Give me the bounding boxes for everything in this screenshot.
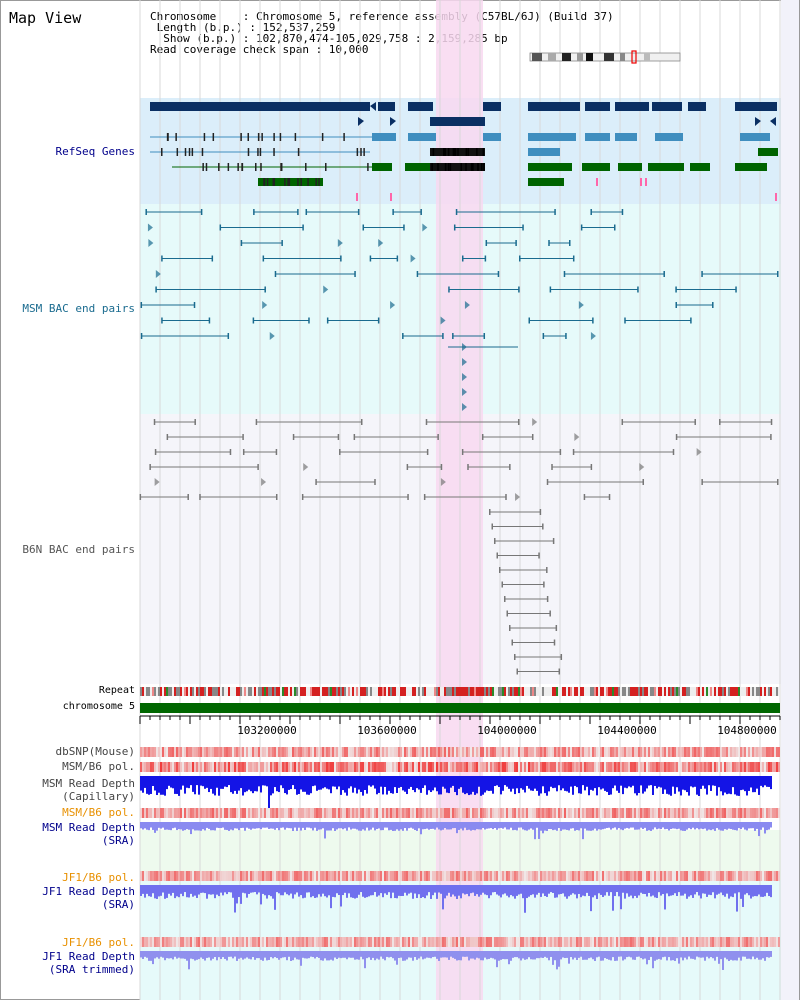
label-msm-pol-1: MSM/B6 pol. xyxy=(62,760,135,773)
axis-tick-label: 104400000 xyxy=(597,724,657,737)
coverage-line: Read coverage check span : 10,000 xyxy=(150,43,369,56)
axis-tick-label: 104000000 xyxy=(477,724,537,737)
label-msm-bac: MSM BAC end pairs xyxy=(22,302,135,315)
b6n-bac-end-pairs[interactable] xyxy=(139,418,779,675)
jf1-depth-sra-track[interactable] xyxy=(140,885,772,913)
label-jf1-depth-sra-1: JF1 Read Depth xyxy=(42,885,135,898)
jf1-pol-heat-track-2[interactable] xyxy=(140,937,780,947)
jf1-depth-trimmed-track[interactable] xyxy=(140,951,772,970)
jf1-pol-heat-track-1[interactable] xyxy=(140,871,780,881)
label-msm-depth-sra-2: (SRA) xyxy=(101,834,135,847)
label-msm-depth-cap-1: MSM Read Depth xyxy=(42,777,135,790)
msm-depth-capillary-track[interactable] xyxy=(140,776,772,814)
label-jf1-depth-sra-2: (SRA) xyxy=(101,898,135,911)
label-jf1-depth-trim-2: (SRA trimmed) xyxy=(48,963,135,976)
axis-tick-label: 104800000 xyxy=(717,724,777,737)
right-margin-strip xyxy=(781,0,799,1000)
label-msm-depth-cap-2: (Capillary) xyxy=(62,790,135,803)
axis-tick-label: 103200000 xyxy=(237,724,297,737)
label-jf1-depth-trim-1: JF1 Read Depth xyxy=(42,950,135,963)
label-refseq-genes: RefSeq Genes xyxy=(55,145,135,158)
repeat-track[interactable] xyxy=(140,687,780,696)
msm-bac-end-pairs[interactable] xyxy=(140,209,779,411)
label-repeat: Repeat xyxy=(98,685,135,696)
map-view-title: Map View xyxy=(9,9,82,27)
chromosome-ideogram[interactable] xyxy=(529,50,681,64)
label-chromosome: chromosome 5 xyxy=(62,701,135,712)
label-jf1-pol-2: JF1/B6 pol. xyxy=(62,936,135,949)
label-jf1-pol-1: JF1/B6 pol. xyxy=(62,871,135,884)
gene-exon-ticks xyxy=(161,133,485,186)
dbsnp-heat-track[interactable] xyxy=(140,747,780,757)
msm-pol-heat-track-1[interactable] xyxy=(140,762,780,772)
label-dbsnp: dbSNP(Mouse) xyxy=(55,745,135,758)
axis-tick-label: 103600000 xyxy=(357,724,417,737)
axis-tick-labels: 103200000 103600000 104000000 104400000 1048… xyxy=(237,724,777,737)
msm-depth-sra-track[interactable] xyxy=(140,822,772,840)
ideogram-position-marker xyxy=(631,50,637,64)
length-line: Length (b.p.) : 152,537,259 xyxy=(150,21,336,34)
region-info: Chromosome : Chromosome 5, reference ass… xyxy=(150,11,614,55)
label-b6n-bac: B6N BAC end pairs xyxy=(22,543,135,556)
position-axis xyxy=(139,715,781,724)
label-msm-pol-2: MSM/B6 pol. xyxy=(62,806,135,819)
msm-pol-heat-track-2[interactable] xyxy=(140,808,780,818)
vertical-gridlines xyxy=(139,0,781,1000)
chromosome-bar[interactable] xyxy=(140,703,780,713)
label-msm-depth-sra-1: MSM Read Depth xyxy=(42,821,135,834)
